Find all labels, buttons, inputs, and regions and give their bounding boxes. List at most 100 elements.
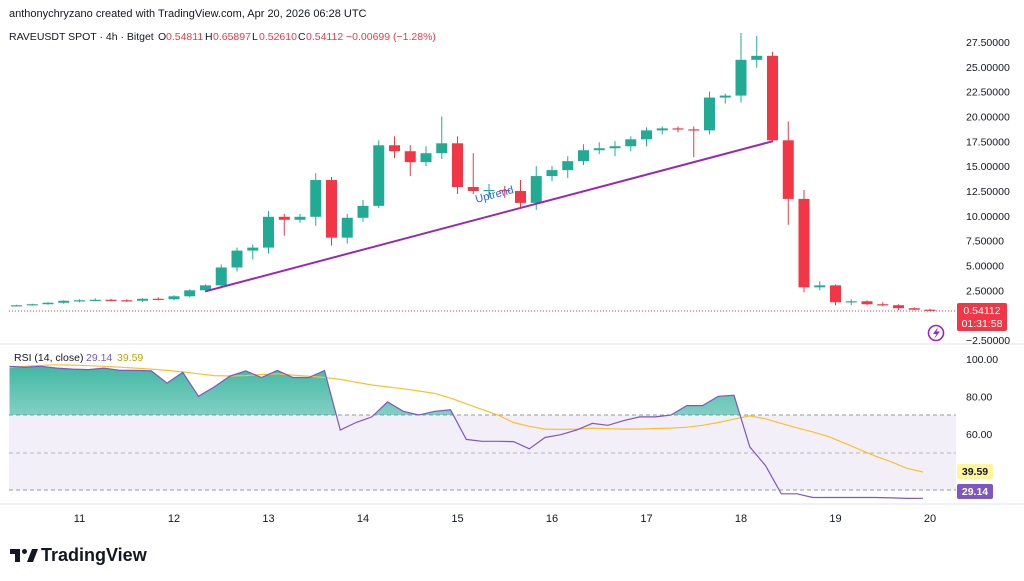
candle-body [436, 143, 448, 154]
uptrend-line [205, 140, 773, 293]
price-axis-label: 20.00000 [966, 111, 1010, 123]
candle-body [609, 146, 621, 149]
candle-body [483, 189, 495, 192]
candle-body [751, 55, 763, 60]
candle-body [546, 170, 558, 177]
candle-body [530, 176, 542, 203]
candle-body [310, 180, 322, 217]
symbol-header: RAVEUSDT SPOT · 4h · Bitget O 0.54811 H … [9, 31, 436, 43]
candle-body [798, 198, 810, 288]
ohlc-change: −0.00699 (−1.28%) [346, 31, 436, 43]
candle-body [247, 247, 259, 251]
candle-body [578, 150, 589, 162]
candle-body [404, 151, 416, 163]
candle-body [231, 250, 243, 268]
x-axis-label: 16 [546, 513, 558, 525]
x-axis-label: 14 [357, 513, 369, 525]
rsi-axis-label: 80.00 [966, 391, 992, 403]
candle-body [168, 296, 180, 300]
rsi-line [9, 365, 924, 500]
candle-body [137, 298, 148, 301]
candle-body [515, 190, 526, 203]
candle-body [908, 308, 920, 310]
rsi-badge-value: 29.14 [962, 486, 988, 498]
candle-body [688, 129, 700, 131]
rsi-axis-label: 100.00 [966, 354, 998, 366]
candle-body [924, 309, 936, 311]
candle-body [326, 180, 337, 238]
candle-body [389, 145, 400, 152]
candle-body [341, 217, 353, 238]
rsi-pane: 100.00 80.00 60.00 [9, 354, 998, 500]
candle-body [499, 189, 511, 192]
x-axis-label: 19 [829, 513, 841, 525]
rsi-ma-badge-value: 39.59 [962, 466, 988, 478]
lightning-icon[interactable] [927, 324, 945, 342]
watermark-text: anthonychryzano created with TradingView… [9, 8, 367, 20]
tradingview-logo: TradingView [10, 545, 148, 565]
candle-body [11, 305, 22, 307]
candle-body [42, 302, 54, 305]
uptrend-label: Uptrend [474, 184, 515, 206]
logo-text: TradingView [41, 545, 148, 565]
candle-body [89, 299, 101, 301]
x-axis-label: 11 [74, 513, 85, 525]
x-axis-label: 12 [168, 513, 180, 525]
candle-body [200, 285, 211, 291]
candle-body [704, 97, 715, 131]
candle-body [294, 216, 306, 220]
x-axis-label: 20 [924, 513, 936, 525]
candle-body [719, 95, 731, 98]
price-axis-label: 15.00000 [966, 161, 1010, 173]
candle-body [893, 305, 904, 309]
rsi-badge [957, 484, 993, 499]
x-axis-label: 15 [451, 513, 463, 525]
price-axis-label: 2.50000 [966, 285, 1004, 297]
candle-body [593, 148, 605, 151]
ohlc-low-label: L [252, 31, 258, 43]
rsi-ma-header-value: 39.59 [117, 352, 143, 364]
price-axis-label: 10.00000 [966, 211, 1010, 223]
price-axis-label: 5.00000 [966, 260, 1004, 272]
ohlc-low-value: 0.52610 [259, 31, 297, 43]
price-axis-label: −2.50000 [966, 335, 1010, 347]
candle-body [26, 304, 38, 306]
price-axis-label: 7.50000 [966, 236, 1004, 248]
candle-body [452, 143, 463, 187]
rsi-overbought-fill [9, 366, 923, 415]
ohlc-close-value: 0.54112 [306, 31, 343, 43]
candle-body [672, 128, 684, 130]
tv-logo-icon [10, 549, 20, 562]
ohlc-open-value: 0.54811 [166, 31, 203, 43]
candle-body [357, 205, 369, 218]
price-axis-label: 22.50000 [966, 87, 1010, 99]
candle-body [767, 55, 778, 141]
candle-body [420, 153, 432, 163]
last-price-badge [957, 303, 1007, 331]
candle-body [845, 301, 857, 303]
candle-body [735, 59, 747, 96]
ohlc-high-value: 0.65897 [213, 31, 251, 43]
candle-body [467, 186, 479, 191]
rsi-ma-line [9, 364, 924, 473]
ohlc-high-label: H [205, 31, 213, 43]
candle-body [263, 216, 274, 248]
candle-body [184, 290, 196, 297]
price-pane: 27.50000 25.00000 22.50000 20.00000 17.50000… [11, 32, 1010, 347]
candle-body [152, 298, 164, 300]
candle-body [877, 304, 889, 306]
rsi-axis-label: 60.00 [966, 429, 992, 441]
ohlc-close-label: C [298, 31, 306, 43]
rsi-label[interactable]: RSI (14, close) [14, 352, 83, 364]
price-axis-label: 27.50000 [966, 37, 1010, 49]
price-axis-label: 12.50000 [966, 186, 1010, 198]
candle-body [215, 267, 227, 286]
x-axis-label: 13 [262, 513, 274, 525]
candle-body [74, 300, 85, 302]
candle-body [641, 130, 652, 140]
symbol-title[interactable]: RAVEUSDT SPOT · 4h · Bitget [9, 31, 154, 43]
candle-body [58, 300, 70, 303]
candle-body [121, 300, 133, 302]
x-axis-label: 17 [640, 513, 652, 525]
